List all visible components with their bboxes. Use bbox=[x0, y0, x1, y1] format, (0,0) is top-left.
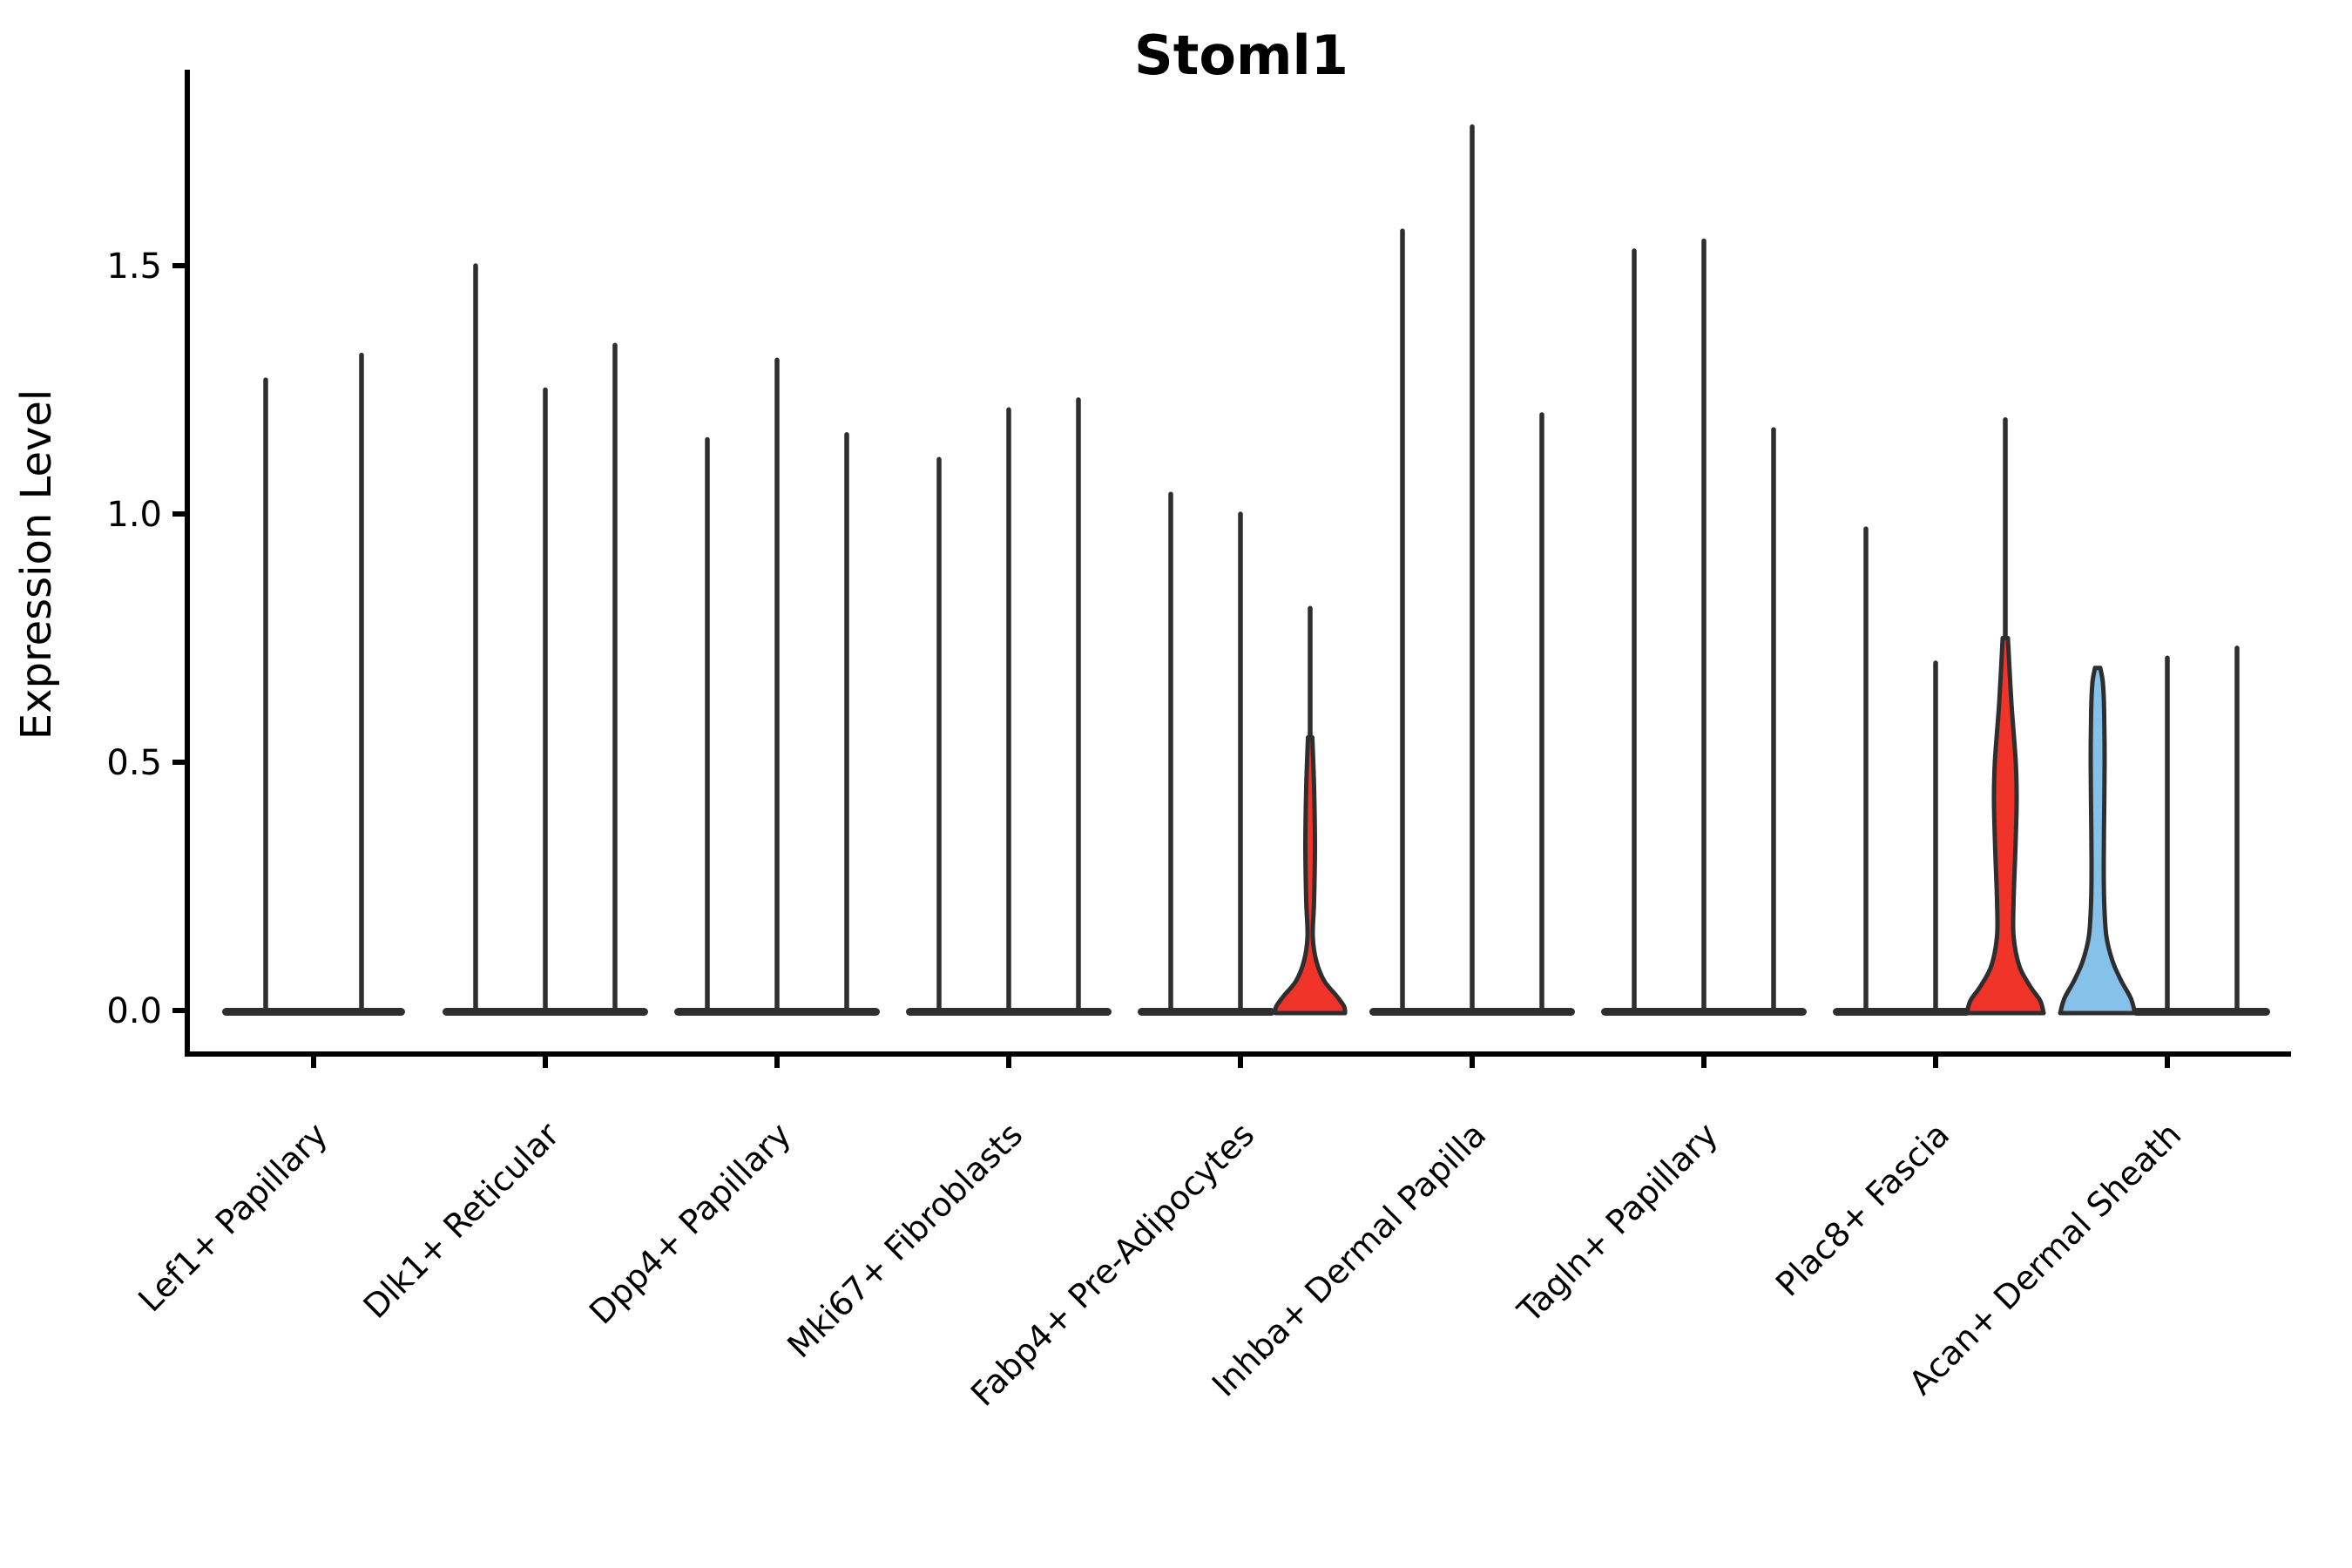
x-tick-label-1: Lef1+ Papillary bbox=[131, 1115, 335, 1319]
y-tick-label-1: 0.0 bbox=[106, 991, 162, 1031]
y-tick-label-3: 1.0 bbox=[106, 495, 162, 535]
x-tick-label-4: Mki67+ Fibroblasts bbox=[780, 1115, 1030, 1365]
x-tick-label-8: Plac8+ Fascia bbox=[1768, 1115, 1957, 1303]
x-tick-label-6: Inhba+ Dermal Papilla bbox=[1205, 1115, 1494, 1404]
violin-base-bar-group-1 bbox=[222, 1008, 405, 1016]
y-tick-label-2: 0.5 bbox=[106, 743, 162, 783]
plot-title: Stoml1 bbox=[1134, 24, 1348, 87]
x-tick-label-3: Dpp4+ Papillary bbox=[582, 1115, 798, 1331]
violin-body-red-g5-v3 bbox=[1273, 735, 1348, 1016]
violin-base-bar-group-8 bbox=[1833, 1008, 1970, 1016]
x-tick-label-2: Dlk1+ Reticular bbox=[356, 1115, 567, 1326]
axes-layer: Lef1+ Papillary Dlk1+ Reticular Dpp4+ Papi… bbox=[106, 70, 2291, 1414]
x-tick-label-7: Tagln+ Papillary bbox=[1510, 1115, 1725, 1330]
violin-base-layer bbox=[222, 1008, 2270, 1016]
violin-body-layer bbox=[1273, 636, 2138, 1016]
y-tick-label-4: 1.5 bbox=[106, 247, 162, 287]
violin-spike-layer bbox=[263, 124, 2240, 1015]
violin-body-red-g8-v3 bbox=[1964, 636, 2046, 1016]
y-axis-label: Expression Level bbox=[12, 389, 61, 740]
x-tick-label-9: Acan+ Dermal Sheath bbox=[1902, 1115, 2188, 1402]
violin-base-bar-group-5 bbox=[1138, 1008, 1275, 1016]
violin-body-blue-g9-v1 bbox=[2058, 666, 2138, 1016]
violin-base-bar-group-9 bbox=[2132, 1008, 2270, 1016]
